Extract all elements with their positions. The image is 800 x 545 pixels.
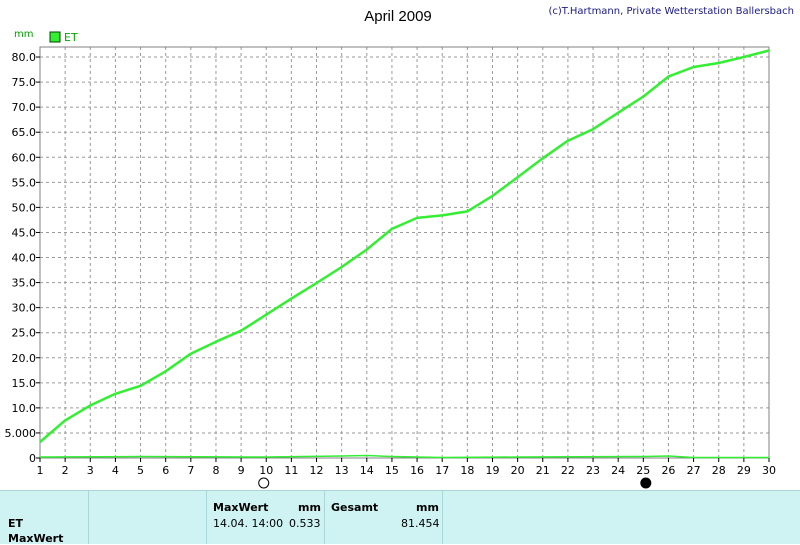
x-tick-label: 7 [187, 464, 194, 477]
gesamt-value: 81.454 [401, 517, 440, 530]
y-tick-label: 75.0 [12, 76, 37, 89]
x-tick-label: 28 [712, 464, 726, 477]
x-tick-label: 18 [460, 464, 474, 477]
x-tick-label: 8 [212, 464, 219, 477]
panel-divider [442, 491, 443, 544]
x-tick-label: 19 [485, 464, 499, 477]
x-tick-label: 29 [737, 464, 751, 477]
x-tick-label: 21 [536, 464, 550, 477]
moon-phases [258, 477, 652, 489]
x-tick-label: 5 [137, 464, 144, 477]
x-tick-label: 30 [762, 464, 776, 477]
x-tick-label: 20 [511, 464, 525, 477]
y-tick-label: 45.0 [12, 226, 37, 239]
y-tick-label: 65.0 [12, 126, 37, 139]
x-tick-label: 11 [284, 464, 298, 477]
x-tick-label: 10 [259, 464, 273, 477]
x-tick-label: 12 [310, 464, 324, 477]
y-tick-label: 5.000 [5, 427, 37, 440]
series-line-et-hourly [39, 454, 769, 459]
x-tick-label: 14 [360, 464, 374, 477]
x-tick-label: 27 [687, 464, 701, 477]
row-label-et: ET [8, 517, 24, 530]
panel-divider [88, 491, 89, 544]
gesamt-unit: mm [416, 501, 439, 514]
y-tick-label: 80.0 [12, 51, 37, 64]
new-moon-icon [640, 477, 652, 489]
chart: 0 5.000 10.0 15.0 20.0 25.0 30.0 35.0 40.0 45.0 50… [5, 8, 776, 489]
summary-panel: MaxWert mm Gesamt mm ET 14.04. 14:00 0.5… [0, 490, 800, 545]
x-tick-label: 26 [661, 464, 675, 477]
panel-divider [324, 491, 325, 544]
copyright-text: (c)T.Hartmann, Private Wetterstation Bal… [548, 6, 794, 17]
y-axis: 0 5.000 10.0 15.0 20.0 25.0 30.0 35.0 40.0 45.0 50… [5, 51, 40, 465]
y-tick-label: 35.0 [12, 277, 37, 290]
y-tick-label: 70.0 [12, 101, 37, 114]
x-tick-label: 1 [37, 464, 44, 477]
full-moon-icon [258, 477, 270, 489]
y-tick-label: 60.0 [12, 151, 37, 164]
maxwert-value: 0.533 [289, 517, 321, 530]
y-tick-label: 25.0 [12, 327, 37, 340]
x-tick-label: 6 [162, 464, 169, 477]
gesamt-header: Gesamt [331, 501, 379, 514]
panel-divider [206, 491, 207, 544]
x-axis: 1 2 3 4 5 6 7 8 9 10 11 12 13 14 15 16 17 18 19 20 21 22 23 24 2… [37, 458, 776, 477]
y-tick-label: 30.0 [12, 302, 37, 315]
x-tick-label: 22 [561, 464, 575, 477]
x-tick-label: 24 [611, 464, 625, 477]
x-tick-label: 9 [238, 464, 245, 477]
maxwert-header: MaxWert [213, 501, 269, 514]
y-tick-label: 15.0 [12, 377, 37, 390]
legend-swatch[interactable] [49, 31, 61, 43]
x-tick-label: 2 [62, 464, 69, 477]
x-tick-label: 16 [410, 464, 424, 477]
chart-title: April 2009 [364, 8, 432, 25]
maxwert-unit: mm [298, 501, 321, 514]
legend-label[interactable]: ET [64, 31, 78, 44]
series [39, 49, 770, 459]
y-tick-label: 0 [29, 452, 36, 465]
y-unit-label: mm [14, 29, 33, 40]
row-label-maxwert: MaxWert [8, 532, 64, 545]
y-tick-label: 20.0 [12, 352, 37, 365]
chart-grid [40, 47, 769, 458]
maxwert-time: 14.04. 14:00 [213, 517, 284, 530]
x-tick-label: 23 [586, 464, 600, 477]
y-tick-label: 40.0 [12, 252, 37, 265]
series-line-et [39, 49, 770, 443]
x-tick-label: 3 [87, 464, 94, 477]
x-tick-label: 25 [636, 464, 650, 477]
x-tick-label: 17 [435, 464, 449, 477]
y-tick-label: 10.0 [12, 402, 37, 415]
x-tick-label: 4 [112, 464, 119, 477]
x-tick-label: 13 [335, 464, 349, 477]
y-tick-label: 50.0 [12, 201, 37, 214]
plot-frame [39, 46, 770, 459]
y-tick-label: 55.0 [12, 176, 37, 189]
x-tick-label: 15 [385, 464, 399, 477]
